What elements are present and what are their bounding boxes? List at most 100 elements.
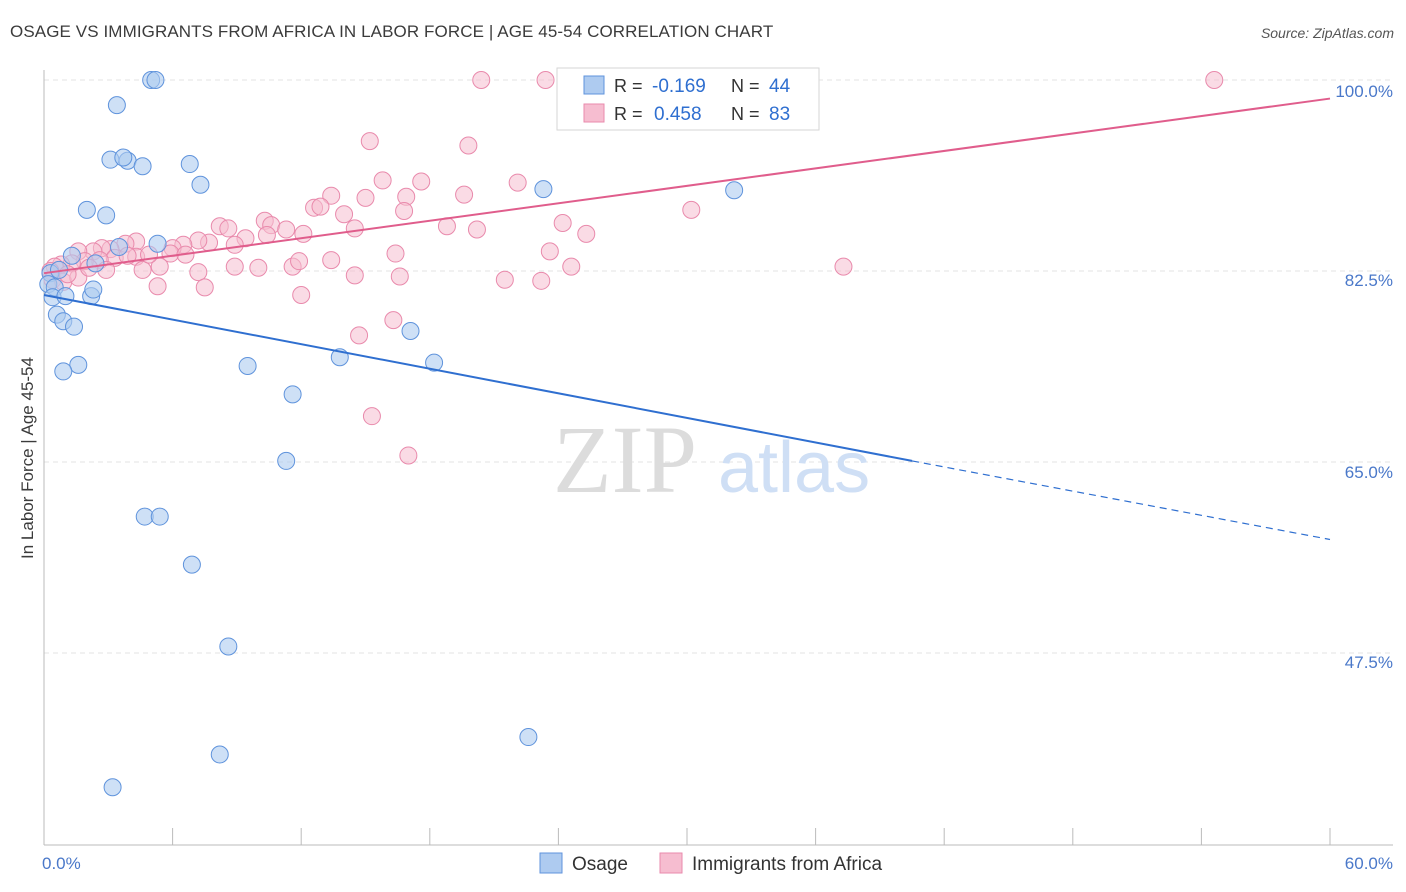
africa-point-68 [495, 270, 514, 289]
trend-lines [43, 97, 1331, 541]
osage-point-42 [103, 778, 122, 797]
osage-point-36 [135, 507, 154, 526]
osage-point-22 [56, 287, 75, 306]
osage-points [39, 71, 744, 797]
legend-r-value-osage: -0.169 [652, 76, 706, 97]
legend-swatch-osage [583, 75, 605, 95]
osage-point-38 [182, 555, 201, 574]
osage-trend-line [43, 294, 913, 462]
legend-n-label-osage: N = [731, 76, 760, 96]
legend-n-value-osage: 44 [769, 76, 791, 97]
osage-point-28 [401, 322, 420, 341]
legend-r-label-africa: R = [614, 104, 643, 124]
africa-trend-line [43, 97, 1331, 275]
osage-point-11 [534, 180, 553, 199]
y-tick-label-2: 65.0% [1345, 463, 1393, 482]
africa-point-63 [386, 244, 405, 263]
legend-n-value-africa: 83 [769, 104, 790, 125]
africa-point-67 [834, 257, 853, 276]
osage-point-5 [133, 157, 152, 176]
africa-point-9 [322, 186, 341, 205]
africa-point-11 [455, 185, 474, 204]
africa-point-59 [249, 258, 268, 277]
osage-point-7 [180, 155, 199, 174]
africa-point-82 [290, 252, 309, 271]
africa-point-10 [356, 188, 375, 207]
osage-point-8 [191, 175, 210, 194]
osage-point-6 [114, 148, 133, 167]
osage-point-1 [146, 71, 165, 89]
osage-point-14 [110, 237, 129, 256]
africa-point-27 [577, 224, 596, 243]
africa-point-74 [384, 311, 403, 330]
africa-point-77 [399, 446, 418, 465]
africa-point-55 [133, 260, 152, 279]
x-ticks [43, 828, 1331, 845]
osage-point-30 [425, 353, 444, 372]
osage-point-9 [77, 200, 96, 219]
africa-point-57 [189, 263, 208, 282]
x-tick-label-max: 60.0% [1345, 854, 1393, 873]
africa-point-8 [508, 173, 527, 192]
osage-point-31 [69, 355, 88, 374]
source-credit: Source: ZipAtlas.com [1260, 25, 1394, 41]
africa-point-75 [350, 326, 369, 345]
africa-point-71 [195, 278, 214, 297]
bottom-legend-label-osage: Osage [572, 854, 628, 875]
y-tick-label-3: 47.5% [1345, 653, 1393, 672]
osage-point-35 [277, 451, 296, 470]
series-legend: Osage Immigrants from Africa [539, 852, 882, 875]
legend-swatch-africa [583, 103, 605, 123]
africa-point-64 [390, 267, 409, 286]
osage-point-41 [210, 745, 229, 764]
africa-point-23 [345, 219, 364, 238]
africa-point-32 [189, 231, 208, 250]
y-axis-label: In Labor Force | Age 45-54 [18, 357, 37, 559]
bottom-legend-swatch-africa [659, 852, 683, 874]
africa-point-62 [345, 266, 364, 285]
osage-point-10 [97, 206, 116, 225]
stats-legend: R = -0.169 N = 44 R = 0.458 N = 83 [556, 67, 820, 131]
osage-point-33 [238, 356, 257, 375]
osage-point-34 [283, 385, 302, 404]
africa-point-22 [277, 220, 296, 239]
y-tick-labels: 100.0% 82.5% 65.0% 47.5% [1335, 82, 1393, 672]
africa-point-25 [467, 220, 486, 239]
bottom-legend-swatch-osage [539, 852, 563, 874]
africa-point-72 [292, 286, 311, 305]
osage-point-12 [725, 181, 744, 200]
osage-point-40 [519, 728, 538, 747]
osage-point-2 [107, 96, 126, 115]
africa-point-65 [540, 242, 559, 261]
africa-point-28 [294, 224, 313, 243]
africa-point-5 [459, 136, 478, 155]
africa-point-17 [682, 200, 701, 219]
osage-point-39 [219, 637, 238, 656]
y-tick-label-1: 82.5% [1345, 271, 1393, 290]
africa-point-73 [225, 235, 244, 254]
africa-point-1 [536, 71, 555, 89]
osage-point-15 [62, 246, 81, 265]
africa-point-3 [1205, 71, 1224, 89]
osage-point-32 [54, 362, 73, 381]
africa-point-14 [311, 197, 330, 216]
africa-point-61 [322, 251, 341, 270]
africa-point-24 [437, 217, 456, 236]
africa-point-7 [412, 172, 431, 191]
osage-point-13 [148, 234, 167, 253]
africa-point-29 [257, 225, 276, 244]
africa-point-69 [532, 271, 551, 290]
africa-point-26 [553, 213, 572, 232]
y-tick-label-0: 100.0% [1335, 82, 1393, 101]
africa-point-16 [395, 201, 414, 220]
africa-point-76 [362, 407, 381, 426]
legend-n-label-africa: N = [731, 104, 760, 124]
x-tick-label-min: 0.0% [42, 854, 81, 873]
osage-point-16 [86, 254, 105, 273]
legend-r-label-osage: R = [614, 76, 643, 96]
africa-point-15 [335, 205, 354, 224]
africa-point-70 [148, 277, 167, 296]
africa-point-0 [472, 71, 491, 89]
africa-point-4 [360, 132, 379, 151]
